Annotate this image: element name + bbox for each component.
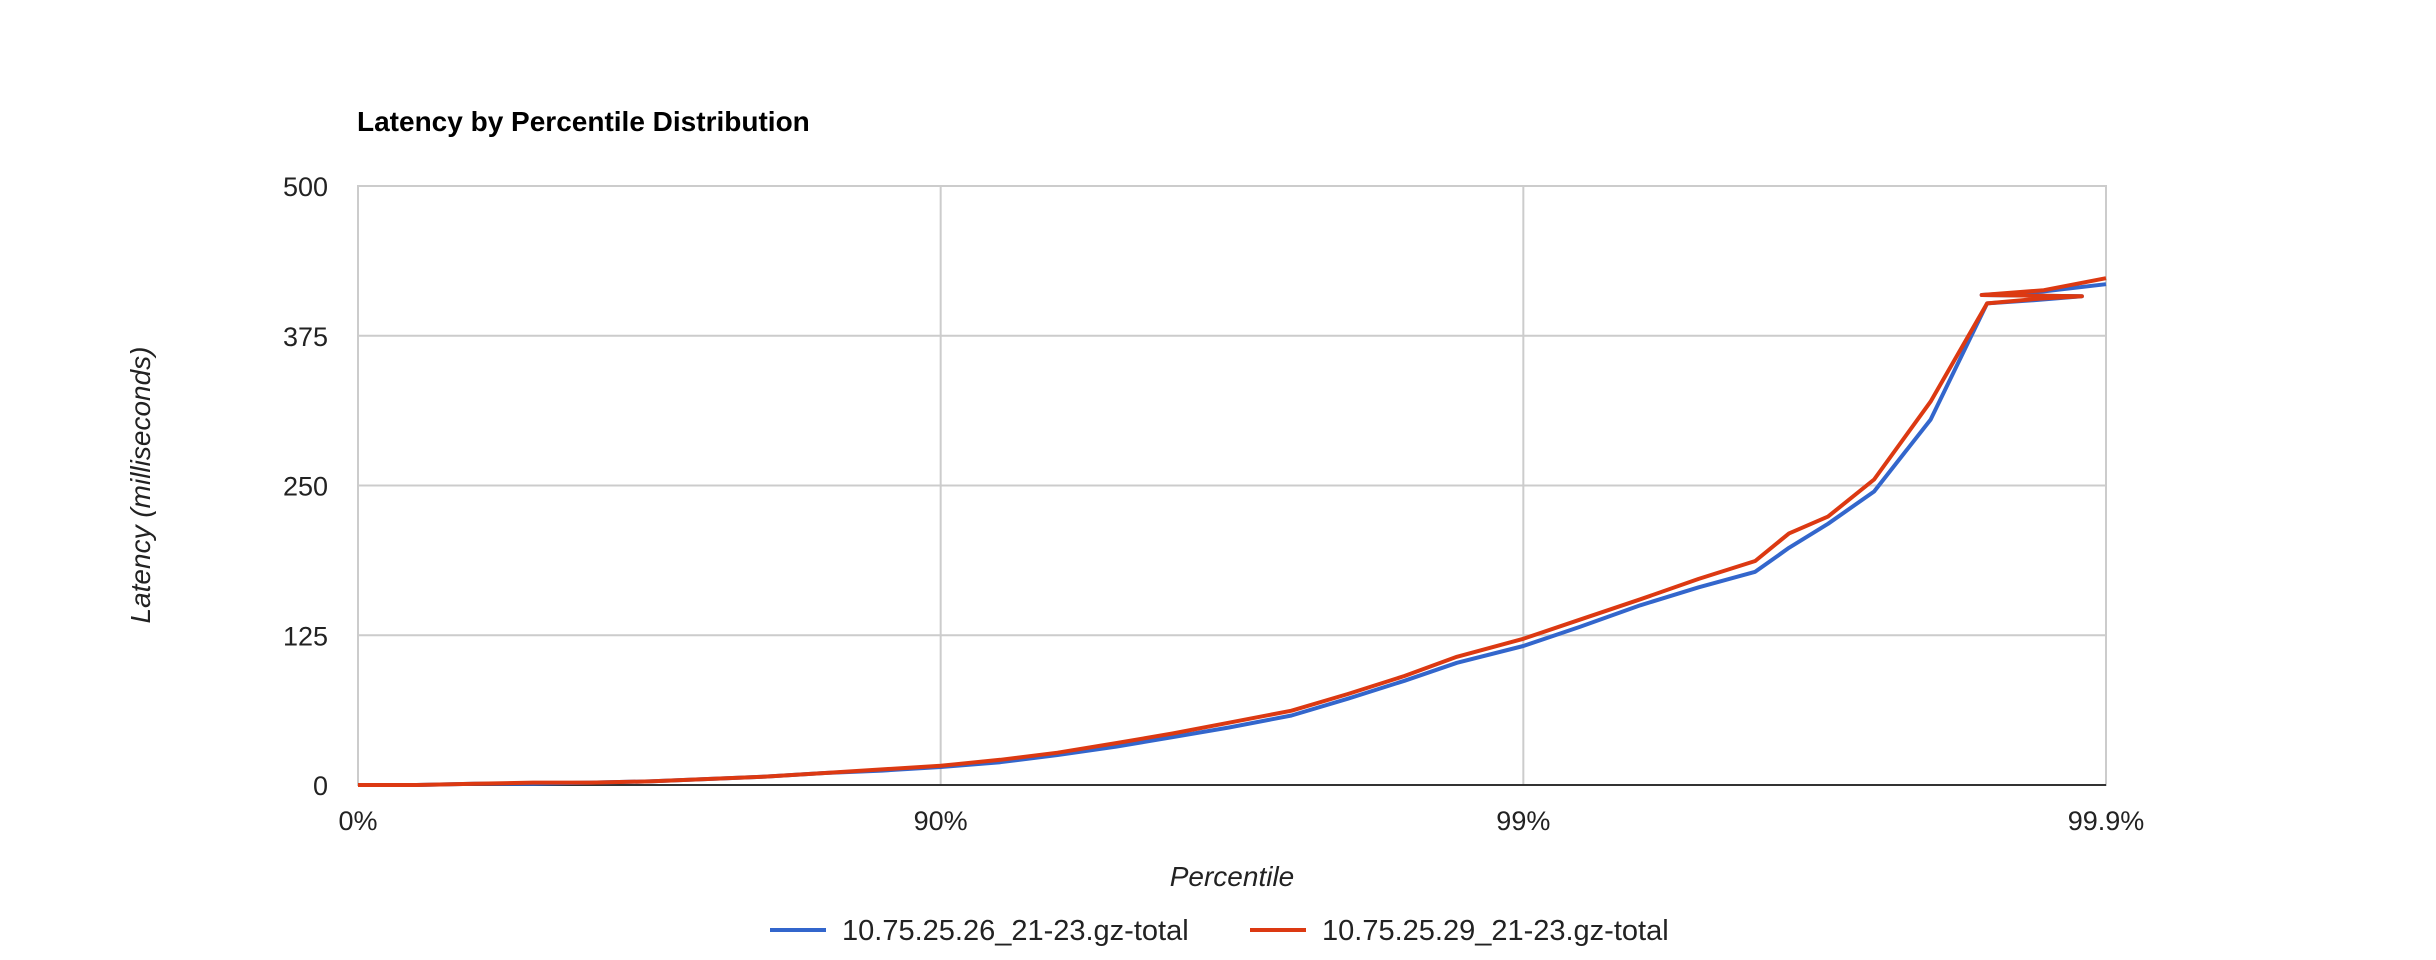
series-line-2 [358,276,2107,787]
x-axis-title: Percentile [1170,861,1295,892]
chart-title: Latency by Percentile Distribution [357,106,810,137]
y-tick-label: 250 [283,472,328,502]
y-tick-label: 125 [283,621,328,651]
series-line-1 [358,282,2107,787]
y-axis-title: Latency (milliseconds) [125,347,156,624]
legend: 10.75.25.26_21-23.gz-total 10.75.25.29_21… [770,915,1669,947]
y-tick-label: 375 [283,322,328,352]
legend-label: 10.75.25.29_21-23.gz-total [1322,915,1669,947]
y-tick-label: 0 [313,771,328,801]
y-tick-labels: 0 125 250 375 500 [283,172,328,801]
gridlines [358,186,2106,785]
x-tick-label: 99.9% [2068,806,2145,836]
x-tick-label: 0% [338,806,377,836]
x-tick-label: 99% [1496,806,1550,836]
series-lines [358,276,2107,787]
y-tick-label: 500 [283,172,328,202]
x-tick-labels: 0% 90% 99% 99.9% [338,806,2144,836]
x-tick-label: 90% [914,806,968,836]
legend-label: 10.75.25.26_21-23.gz-total [842,915,1189,947]
